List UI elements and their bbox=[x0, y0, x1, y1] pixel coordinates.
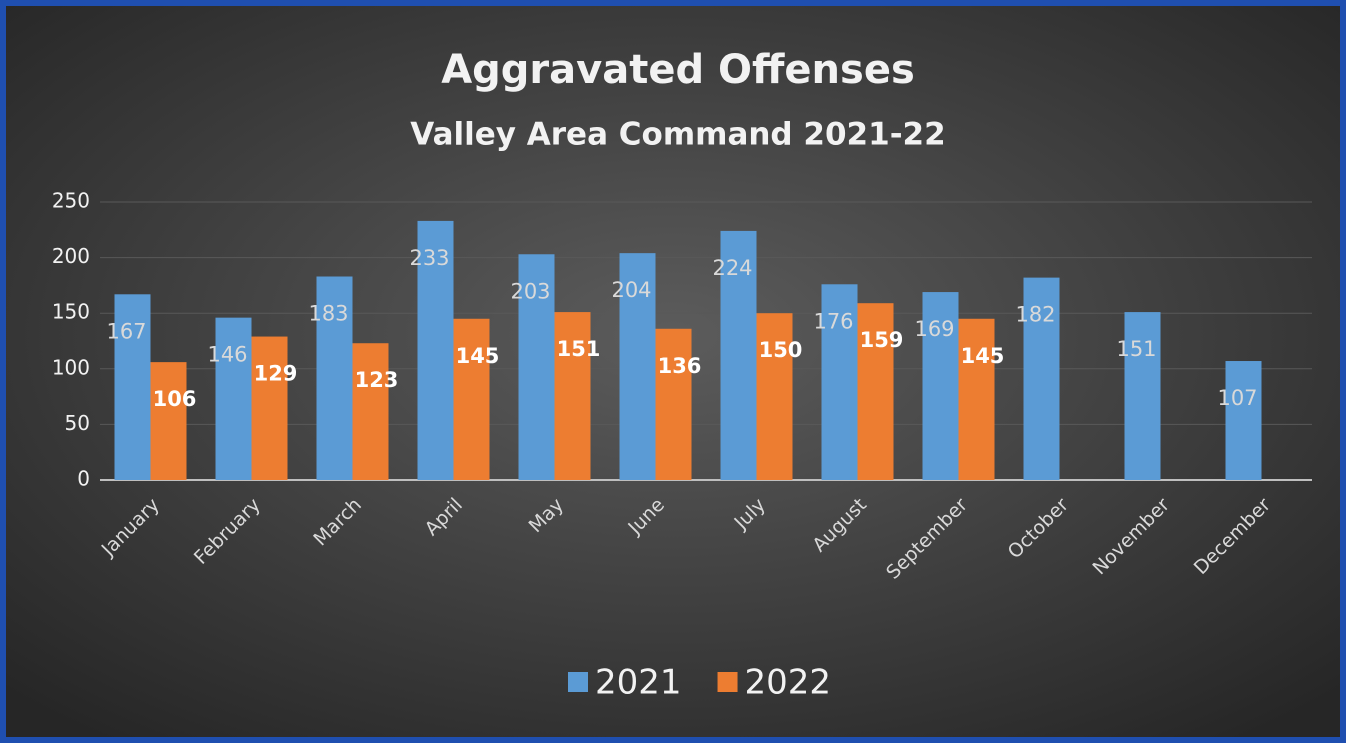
data-label: 106 bbox=[153, 387, 197, 411]
data-label: 145 bbox=[456, 344, 500, 368]
bar bbox=[922, 292, 959, 480]
data-label: 123 bbox=[355, 368, 399, 392]
y-tick-label: 0 bbox=[77, 467, 90, 491]
data-label: 233 bbox=[409, 246, 449, 270]
data-label: 145 bbox=[961, 344, 1005, 368]
bar bbox=[554, 312, 591, 480]
data-label: 150 bbox=[759, 338, 803, 362]
data-label: 107 bbox=[1217, 386, 1257, 410]
data-label: 129 bbox=[254, 362, 298, 386]
bar bbox=[251, 336, 288, 480]
bar bbox=[619, 253, 656, 480]
bar bbox=[352, 343, 389, 480]
bar bbox=[857, 303, 894, 480]
chart-title: Aggravated Offenses bbox=[441, 47, 915, 93]
data-label: 224 bbox=[712, 256, 752, 280]
data-label: 169 bbox=[914, 317, 954, 341]
bar bbox=[821, 284, 858, 480]
data-label: 146 bbox=[207, 343, 247, 367]
legend-swatch bbox=[568, 672, 588, 692]
bar bbox=[215, 317, 252, 480]
data-label: 167 bbox=[106, 319, 146, 343]
bar bbox=[316, 276, 353, 480]
data-label: 159 bbox=[860, 328, 904, 352]
bar bbox=[756, 313, 793, 480]
legend-swatch bbox=[717, 672, 738, 692]
data-label: 182 bbox=[1015, 303, 1055, 327]
bar bbox=[453, 318, 490, 480]
bar bbox=[1023, 277, 1060, 480]
data-label: 204 bbox=[611, 278, 651, 302]
data-label: 151 bbox=[557, 337, 601, 361]
legend-label: 2022 bbox=[745, 663, 832, 703]
data-label: 151 bbox=[1116, 337, 1156, 361]
y-tick-label: 50 bbox=[65, 411, 90, 435]
data-label: 203 bbox=[510, 279, 550, 303]
bar bbox=[150, 362, 187, 480]
data-label: 176 bbox=[813, 309, 853, 333]
data-label: 183 bbox=[308, 302, 348, 326]
chart-subtitle: Valley Area Command 2021-22 bbox=[410, 117, 945, 153]
bar bbox=[114, 294, 151, 480]
y-tick-label: 100 bbox=[52, 355, 90, 379]
y-tick-label: 150 bbox=[52, 300, 90, 324]
bar bbox=[417, 220, 454, 481]
data-label: 136 bbox=[658, 354, 702, 378]
legend-label: 2021 bbox=[595, 663, 682, 703]
bar bbox=[720, 230, 757, 480]
bar bbox=[518, 254, 555, 480]
bar bbox=[1124, 312, 1161, 480]
y-tick-label: 250 bbox=[52, 189, 90, 213]
bar bbox=[1225, 361, 1262, 480]
bar bbox=[958, 318, 995, 480]
y-tick-label: 200 bbox=[52, 244, 90, 268]
bar bbox=[655, 328, 692, 480]
